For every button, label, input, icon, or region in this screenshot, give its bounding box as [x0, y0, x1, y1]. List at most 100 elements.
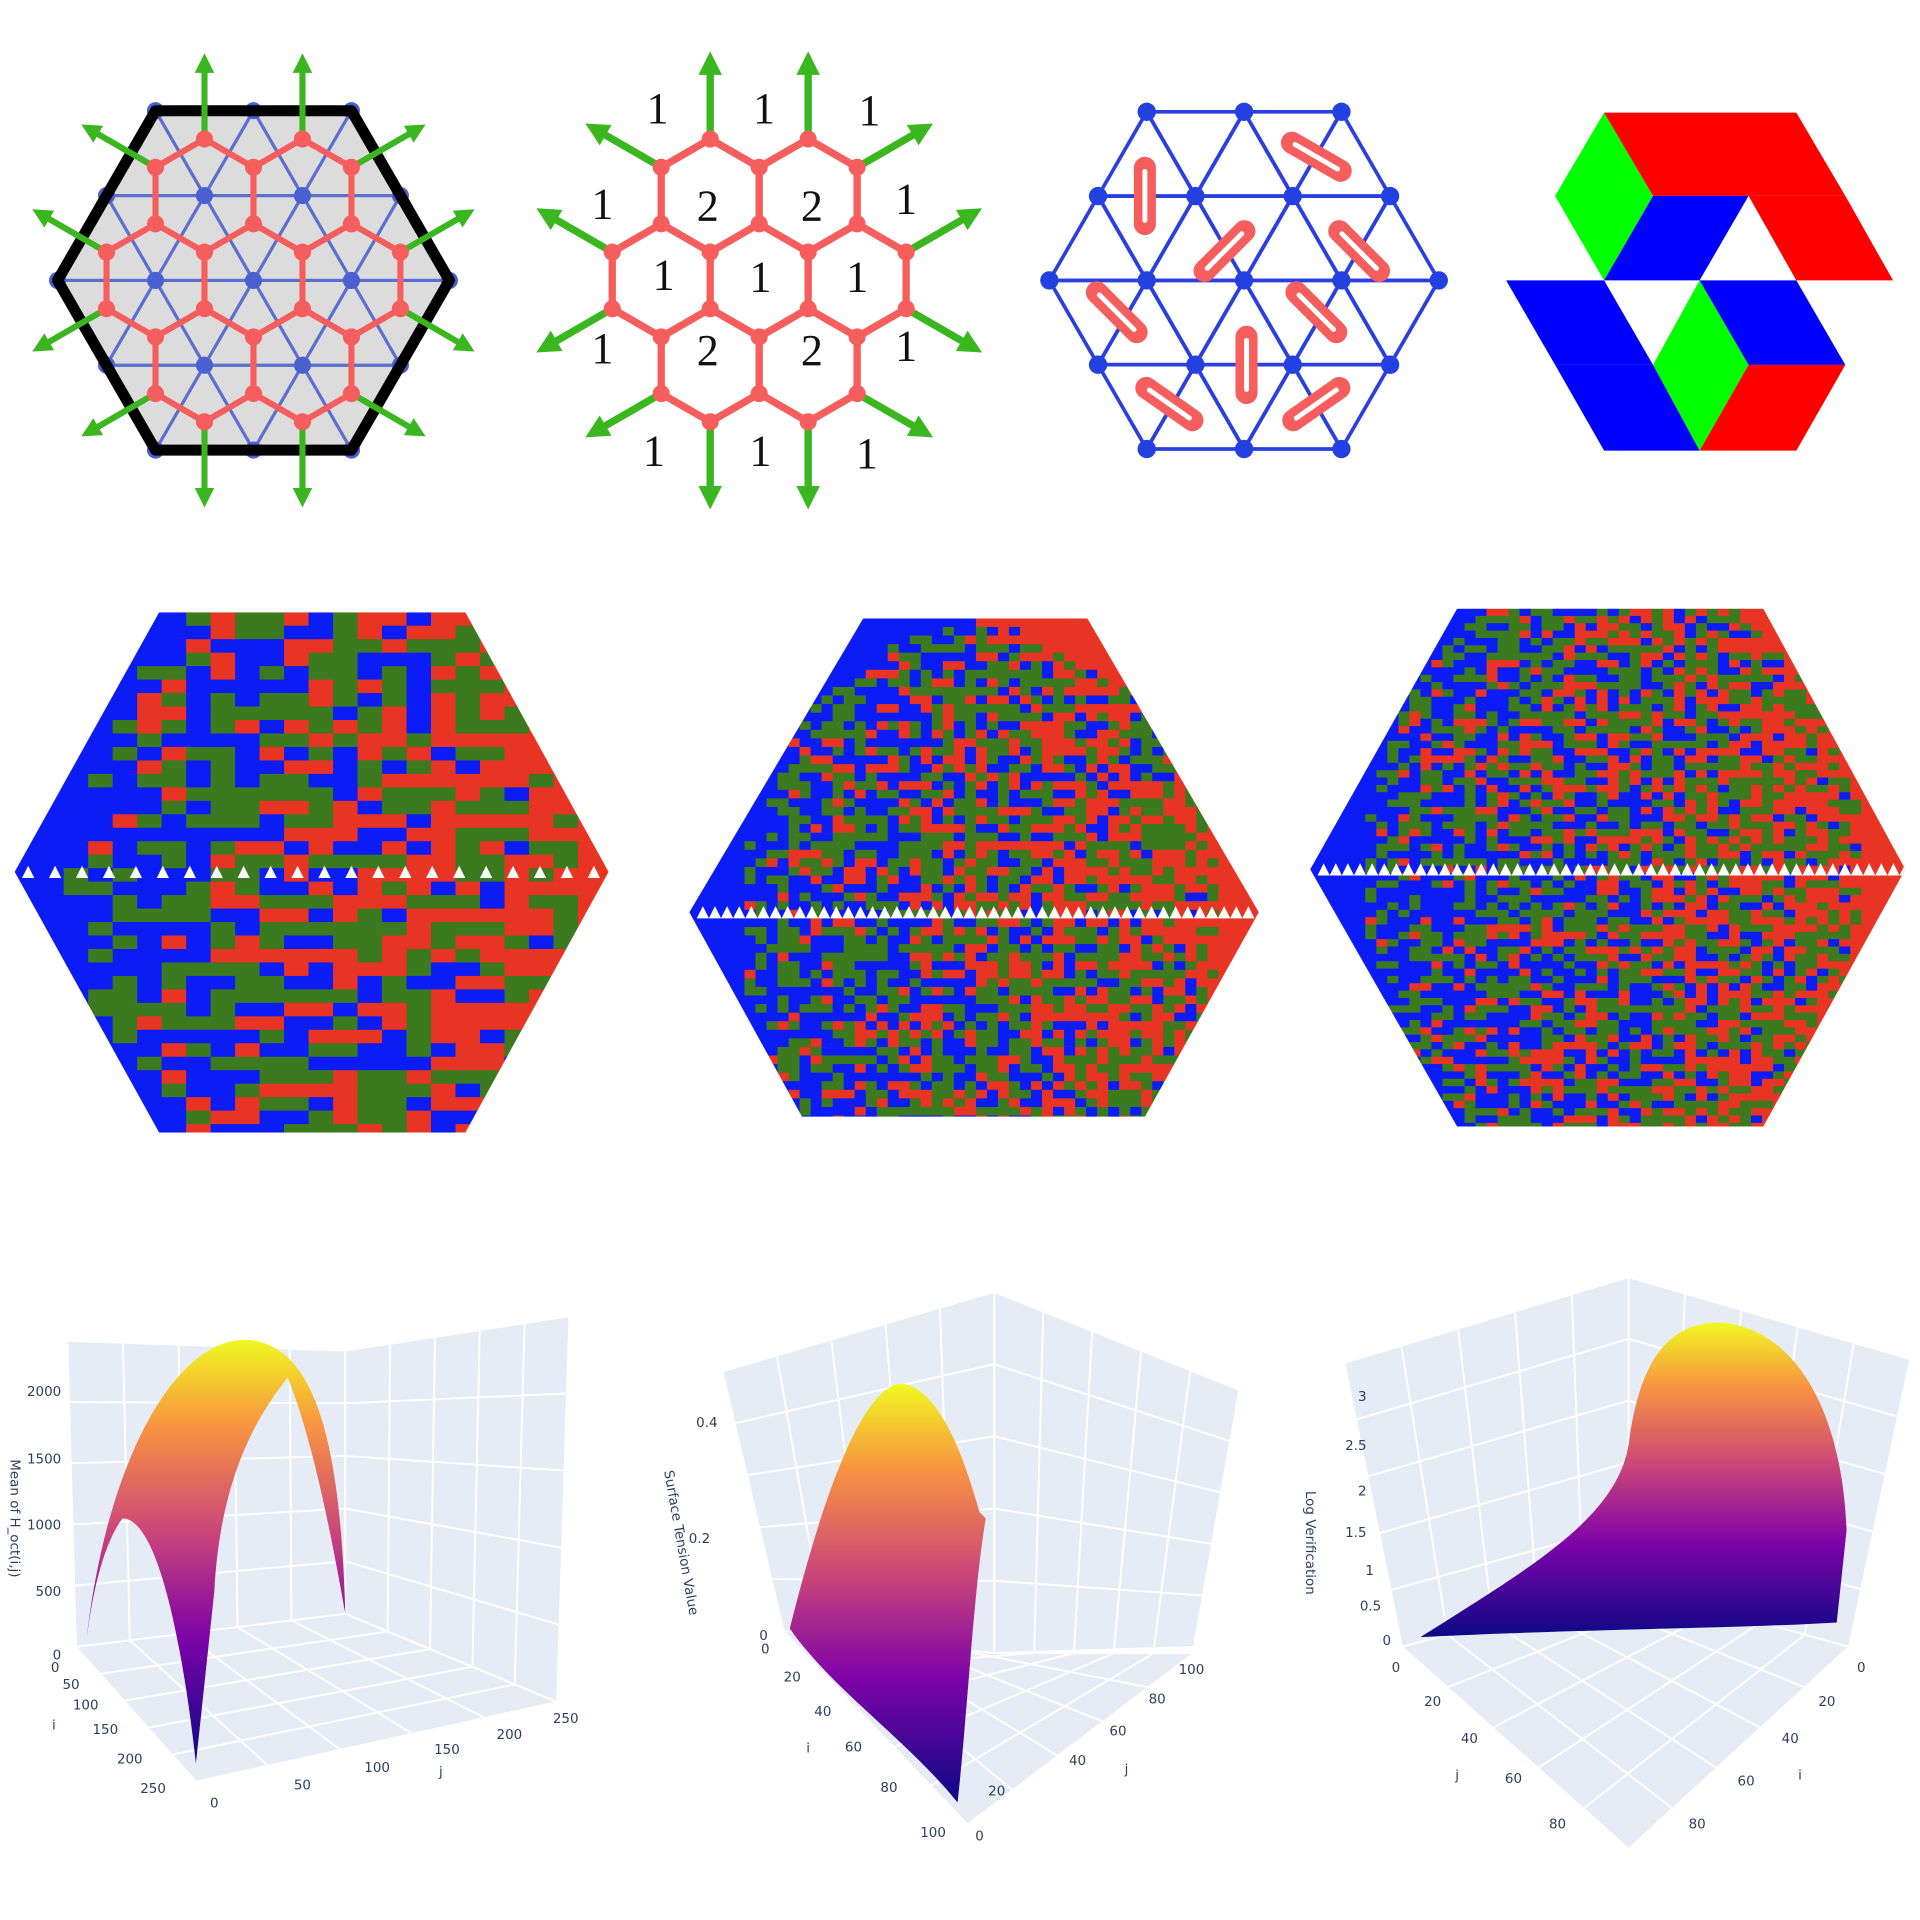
- tile-strip: [964, 841, 977, 851]
- tile-strip: [1640, 770, 1675, 779]
- tile-strip: [1784, 1005, 1796, 1014]
- tile-strip: [1662, 637, 1675, 646]
- tile-strip: [1673, 682, 1686, 690]
- tile-strip: [1607, 1042, 1620, 1050]
- tile-strip: [975, 1089, 988, 1099]
- tile-strip: [1042, 806, 1065, 817]
- tile-strip: [1174, 1012, 1197, 1022]
- tile-strip: [1130, 764, 1153, 774]
- tile-strip: [931, 695, 944, 705]
- tile-strip: [931, 721, 944, 731]
- tile-strip: [898, 849, 933, 859]
- tile-strip: [1310, 667, 1466, 676]
- tile-strip: [1574, 1056, 1587, 1065]
- tile-strip: [504, 922, 555, 937]
- tile-strip: [1629, 851, 1642, 859]
- tile-strip: [865, 1004, 878, 1014]
- tile-strip: [1497, 784, 1521, 793]
- tile-strip: [1508, 873, 1521, 882]
- tile-strip: [1431, 917, 1455, 926]
- tile-strip: [455, 1124, 609, 1133]
- tile-strip: [1130, 918, 1142, 928]
- tile-strip: [1585, 968, 1598, 977]
- tile-strip: [137, 1016, 163, 1031]
- tile-strip: [1585, 946, 1620, 955]
- tile-strip: [1717, 990, 1752, 999]
- tile-strip: [1751, 909, 1763, 918]
- dimer-core: [1296, 292, 1337, 333]
- tile-strip: [909, 961, 922, 971]
- tile-strip: [480, 666, 609, 681]
- tile-strip: [1717, 799, 1730, 808]
- tile-strip: [1751, 762, 1774, 771]
- tile-strip: [1310, 873, 1399, 882]
- tile-strip: [1563, 652, 1576, 661]
- tile-strip: [1695, 1020, 1719, 1028]
- honeycomb-node: [652, 158, 670, 176]
- tile-strip: [1453, 946, 1466, 955]
- tile-strip: [186, 935, 212, 950]
- tile-strip: [1064, 652, 1259, 662]
- tile-strip: [810, 901, 823, 911]
- tile-strip: [887, 1029, 900, 1039]
- tile-strip: [689, 1021, 768, 1031]
- tile-strip: [1042, 1106, 1054, 1117]
- tile-strip: [333, 706, 359, 721]
- tile-strip: [1784, 917, 1796, 926]
- tile-strip: [1552, 1100, 1587, 1109]
- tile-strip: [1310, 608, 1488, 617]
- tile-strip: [986, 695, 1010, 705]
- tile-strip: [1119, 746, 1131, 757]
- tile-strip: [1420, 917, 1433, 926]
- boundary-triangle: [708, 906, 722, 919]
- tile-strip: [1828, 843, 1851, 852]
- tile-strip: [942, 926, 955, 937]
- honeycomb-node: [195, 413, 214, 431]
- tile-strip: [1673, 828, 1686, 837]
- tile-strip: [1053, 875, 1065, 885]
- tile-strip: [1596, 1100, 1620, 1109]
- wall-grid-line: [345, 1392, 567, 1405]
- tile-strip: [1706, 895, 1719, 904]
- tile-strip: [1717, 1093, 1730, 1102]
- tile-strip: [1585, 762, 1609, 771]
- tile-strip: [1464, 953, 1477, 962]
- tile-strip: [14, 962, 163, 977]
- tile-strip: [1839, 887, 1862, 896]
- boundary-triangle: [1317, 863, 1330, 876]
- tile-strip: [357, 625, 383, 640]
- tile-strip: [1464, 1005, 1477, 1014]
- tile-strip: [1519, 674, 1532, 683]
- tile-strip: [1409, 704, 1433, 713]
- tile-strip: [333, 908, 359, 923]
- tile-strip: [406, 666, 432, 681]
- tile-strip: [1640, 784, 1653, 793]
- tile-strip: [1640, 968, 1664, 977]
- tile-strip: [953, 901, 977, 911]
- boundary-triangle: [156, 865, 169, 878]
- tile-strip: [1563, 755, 1587, 764]
- tile-strip: [1706, 880, 1719, 889]
- tile-strip: [1839, 975, 1851, 984]
- tile-strip: [1585, 895, 1609, 904]
- tile-strip: [964, 635, 977, 645]
- tile-strip: [1762, 828, 1774, 837]
- honeycomb-node: [652, 384, 670, 403]
- tile-strip: [259, 666, 285, 681]
- tile-strip: [1486, 799, 1499, 808]
- tile-strip: [357, 760, 383, 775]
- tile-strip: [1108, 909, 1131, 919]
- tile-strip: [1607, 630, 1620, 639]
- tile-strip: [1497, 975, 1510, 984]
- tile-strip: [1053, 961, 1065, 971]
- tile-strip: [986, 678, 999, 688]
- tile-strip: [1042, 918, 1054, 928]
- tile-strip: [1431, 1049, 1444, 1058]
- tile-strip: [1673, 953, 1697, 962]
- tile-strip: [357, 720, 383, 735]
- tile-strip: [1728, 740, 1752, 749]
- tile-strip: [1651, 1108, 1664, 1117]
- tile-strip: [1310, 726, 1399, 735]
- tile-strip: [920, 858, 944, 868]
- tile-strip: [1420, 858, 1488, 867]
